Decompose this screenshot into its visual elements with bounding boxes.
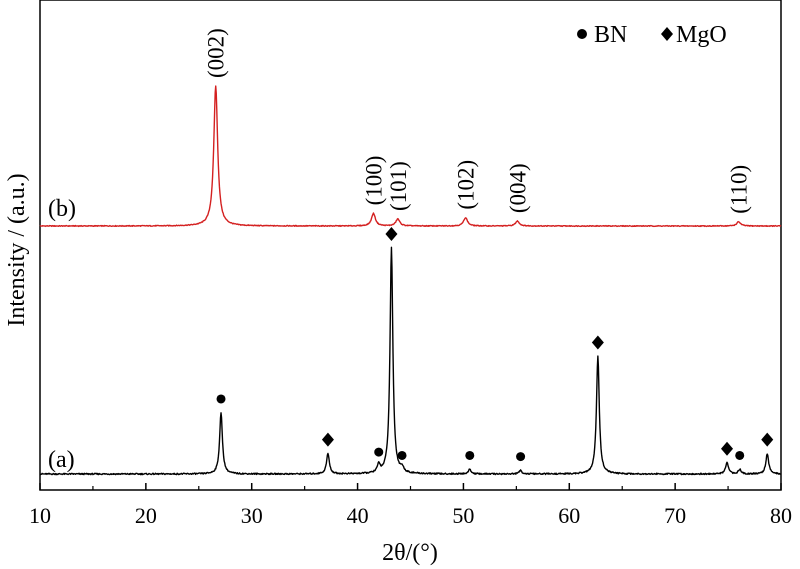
trace-b	[39, 85, 782, 228]
legend-label-mgo: MgO	[676, 22, 727, 48]
mgo-marker	[321, 432, 334, 447]
bn-marker	[374, 447, 384, 457]
x-tick-label: 40	[347, 503, 369, 528]
x-tick-label: 30	[241, 503, 263, 528]
mgo-marker	[591, 335, 604, 350]
trace-tag-a: (a)	[48, 447, 75, 473]
phase-markers	[216, 227, 774, 462]
mgo-marker	[761, 432, 774, 447]
x-axis-title: 2θ/(°)	[382, 540, 438, 566]
legend-label-bn: BN	[594, 22, 627, 48]
legend-diamond-marker	[661, 27, 673, 41]
mgo-marker	[721, 441, 734, 456]
trace-a	[39, 246, 782, 476]
peak-label: (100)	[361, 156, 386, 206]
x-tick-label: 50	[452, 503, 474, 528]
peak-label: (110)	[727, 165, 752, 214]
y-axis-title: Intensity / (a.u.)	[4, 173, 30, 326]
x-tick-label: 60	[558, 503, 580, 528]
trace-tag-b: (b)	[48, 196, 76, 222]
peak-label: (102)	[454, 160, 479, 210]
x-tick-label: 20	[135, 503, 157, 528]
bn-marker	[465, 450, 475, 460]
bn-marker	[397, 450, 407, 460]
x-tick-label: 70	[664, 503, 686, 528]
x-ticks: 10 20 30 40 50 60 70 80	[29, 483, 792, 528]
bn-marker	[516, 452, 526, 462]
x-tick-label: 10	[29, 503, 51, 528]
bn-marker	[735, 450, 745, 460]
legend: BN MgO	[577, 22, 727, 48]
plot-frame	[39, 0, 782, 491]
mgo-marker	[385, 227, 398, 241]
peak-labels: (002) (100) (101) (102) (004) (110)	[204, 28, 752, 214]
traces	[39, 85, 782, 476]
x-tick-label: 80	[770, 503, 792, 528]
peak-label: (101)	[386, 161, 411, 211]
bn-marker	[216, 394, 226, 404]
peak-label: (004)	[505, 163, 530, 213]
peak-label: (002)	[204, 28, 229, 78]
legend-circle-marker	[577, 29, 587, 39]
